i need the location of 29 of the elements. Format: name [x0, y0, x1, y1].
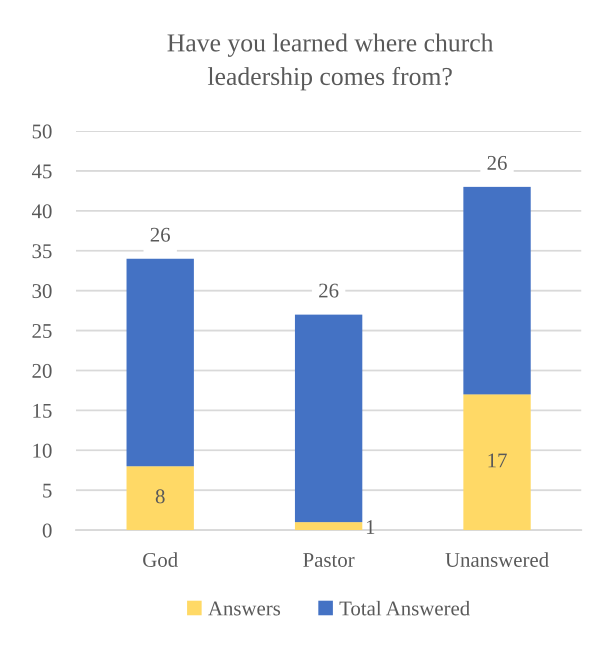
y-tick-label: 15	[33, 404, 52, 418]
bar	[463, 186, 531, 394]
y-tick-label: 0	[42, 523, 52, 538]
y-tick-label: 5	[43, 484, 52, 498]
data-label: 26	[488, 156, 507, 170]
y-tick-label: 25	[32, 324, 52, 338]
bar	[294, 314, 362, 522]
y-tick-label: 20	[32, 364, 52, 378]
bar	[126, 466, 194, 530]
y-tick-label: 40	[32, 204, 52, 218]
y-tick-label: 35	[32, 244, 52, 258]
legend-label: Total Answered	[340, 600, 470, 616]
bar	[463, 394, 531, 530]
y-tick-label: 30	[32, 284, 52, 298]
x-tick-label: Pastor	[303, 553, 354, 567]
x-tick-label: Unanswered	[445, 552, 549, 567]
chart-title: Have you learned where church leadership comes from?	[168, 33, 494, 90]
x-tick-label: God	[143, 552, 178, 567]
y-tick-label: 10	[33, 444, 52, 458]
data-label: 26	[319, 284, 338, 298]
data-label: 17	[488, 454, 507, 468]
data-label: 1	[366, 520, 374, 534]
data-label: 8	[156, 489, 165, 504]
y-tick-label: 45	[32, 164, 52, 178]
legend-label: Answers	[208, 602, 280, 616]
bar	[126, 258, 194, 466]
y-tick-label: 50	[32, 124, 52, 138]
bar	[294, 522, 362, 530]
data-label: 26	[150, 228, 170, 242]
